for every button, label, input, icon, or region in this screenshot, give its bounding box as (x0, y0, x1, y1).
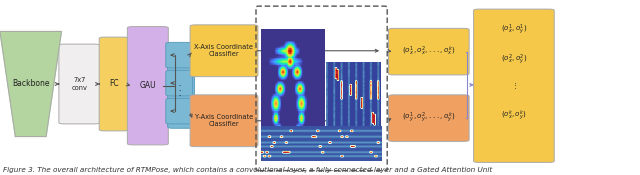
FancyBboxPatch shape (168, 103, 195, 128)
FancyBboxPatch shape (168, 47, 195, 72)
FancyBboxPatch shape (190, 95, 258, 147)
FancyBboxPatch shape (166, 42, 193, 68)
Text: Y-Axis Coordinate
Classifier: Y-Axis Coordinate Classifier (195, 114, 253, 127)
Text: $(o^2_x, o^2_y)$: $(o^2_x, o^2_y)$ (500, 52, 527, 67)
Text: $\vdots$: $\vdots$ (511, 81, 517, 91)
Text: $(o^1_y, o^2_y, ..., o^k_y)$: $(o^1_y, o^2_y, ..., o^k_y)$ (402, 111, 456, 125)
Text: $(o^1_x, o^2_x, ..., o^k_x)$: $(o^1_x, o^2_x, ..., o^k_x)$ (402, 45, 456, 58)
Text: $(o^k_x, o^k_y)$: $(o^k_x, o^k_y)$ (501, 108, 527, 123)
FancyBboxPatch shape (166, 98, 193, 124)
FancyBboxPatch shape (127, 27, 168, 145)
FancyBboxPatch shape (474, 9, 554, 162)
Text: Backbone: Backbone (12, 79, 49, 89)
Text: FC: FC (109, 79, 119, 89)
FancyBboxPatch shape (190, 25, 258, 77)
Text: .
.
.: . . . (178, 81, 180, 97)
FancyBboxPatch shape (388, 28, 469, 75)
FancyBboxPatch shape (388, 95, 469, 141)
FancyBboxPatch shape (168, 75, 195, 100)
Polygon shape (0, 32, 61, 136)
Text: GAU: GAU (140, 81, 156, 90)
Text: Figure 3. The overall architecture of RTMPose, which contains a convolutional la: Figure 3. The overall architecture of RT… (3, 167, 492, 173)
Text: 7x7
conv: 7x7 conv (72, 78, 87, 90)
FancyBboxPatch shape (166, 70, 193, 96)
FancyBboxPatch shape (59, 44, 100, 124)
Text: $(o^1_x, o^1_y)$: $(o^1_x, o^1_y)$ (500, 22, 527, 37)
FancyBboxPatch shape (99, 37, 129, 131)
Text: X-Axis Coordinate
Classifier: X-Axis Coordinate Classifier (195, 44, 253, 57)
